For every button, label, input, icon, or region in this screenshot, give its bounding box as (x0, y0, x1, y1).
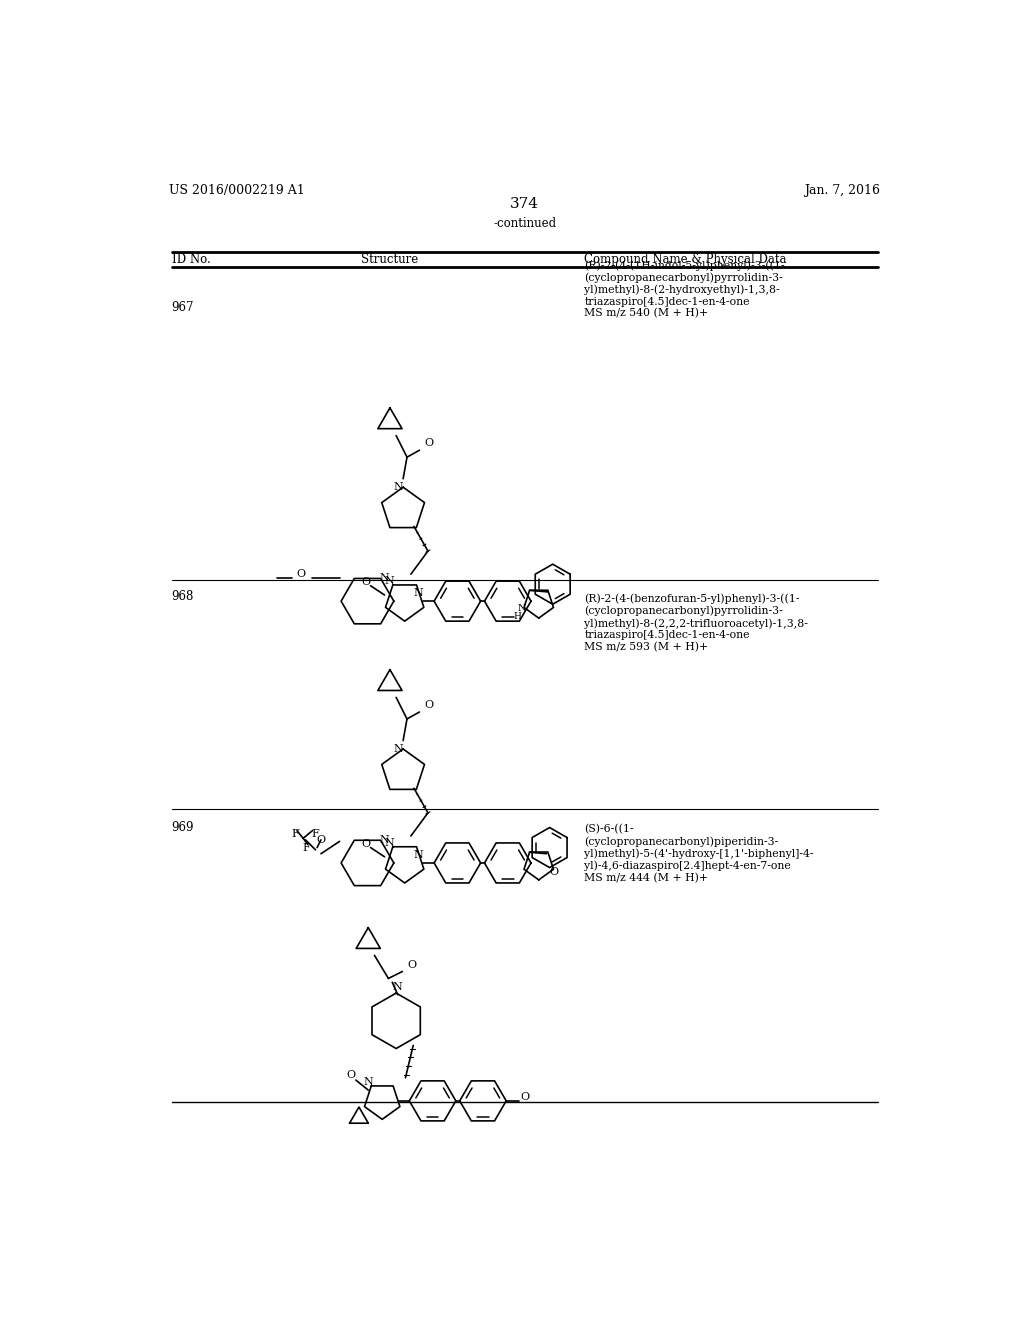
Text: O: O (550, 867, 559, 878)
Text: -continued: -continued (494, 218, 556, 231)
Text: 968: 968 (172, 590, 194, 603)
Text: N: N (393, 982, 402, 991)
Text: F: F (302, 842, 310, 853)
Text: N: N (380, 573, 389, 583)
Text: O: O (424, 700, 433, 710)
Text: 969: 969 (172, 821, 195, 834)
Text: N: N (414, 850, 424, 861)
Text: F: F (311, 829, 319, 838)
Text: O: O (361, 838, 371, 849)
Text: ID No.: ID No. (172, 253, 210, 267)
Text: Structure: Structure (361, 253, 419, 267)
Text: N: N (380, 834, 389, 845)
Text: O: O (424, 438, 433, 449)
Text: 374: 374 (510, 197, 540, 211)
Text: N: N (384, 576, 394, 586)
Text: (S)-6-((1-
(cyclopropanecarbonyl)piperidin-3-
yl)methyl)-5-(4'-hydroxy-[1,1'-bip: (S)-6-((1- (cyclopropanecarbonyl)piperid… (585, 824, 814, 883)
Text: (R)-2-(4-(1H-indol-5-yl)phenyl)-3-((1-
(cyclopropanecarbonyl)pyrrolidin-3-
yl)me: (R)-2-(4-(1H-indol-5-yl)phenyl)-3-((1- (… (585, 260, 785, 318)
Text: F: F (292, 829, 299, 838)
Text: O: O (296, 569, 305, 579)
Text: N: N (517, 605, 526, 614)
Text: O: O (408, 960, 417, 970)
Text: N: N (364, 1077, 373, 1088)
Text: N: N (384, 838, 394, 847)
Text: O: O (316, 834, 326, 845)
Text: (R)-2-(4-(benzofuran-5-yl)phenyl)-3-((1-
(cyclopropanecarbonyl)pyrrolidin-3-
yl): (R)-2-(4-(benzofuran-5-yl)phenyl)-3-((1-… (585, 594, 808, 652)
Text: Jan. 7, 2016: Jan. 7, 2016 (804, 183, 881, 197)
Text: N: N (393, 482, 403, 492)
Text: O: O (520, 1092, 529, 1102)
Text: O: O (361, 577, 371, 587)
Text: N: N (393, 743, 403, 754)
Text: US 2016/0002219 A1: US 2016/0002219 A1 (169, 183, 305, 197)
Text: 967: 967 (172, 301, 195, 314)
Text: N: N (414, 589, 424, 598)
Text: Compound Name & Physical Data: Compound Name & Physical Data (585, 253, 786, 267)
Text: H: H (513, 612, 521, 620)
Text: O: O (347, 1071, 355, 1081)
